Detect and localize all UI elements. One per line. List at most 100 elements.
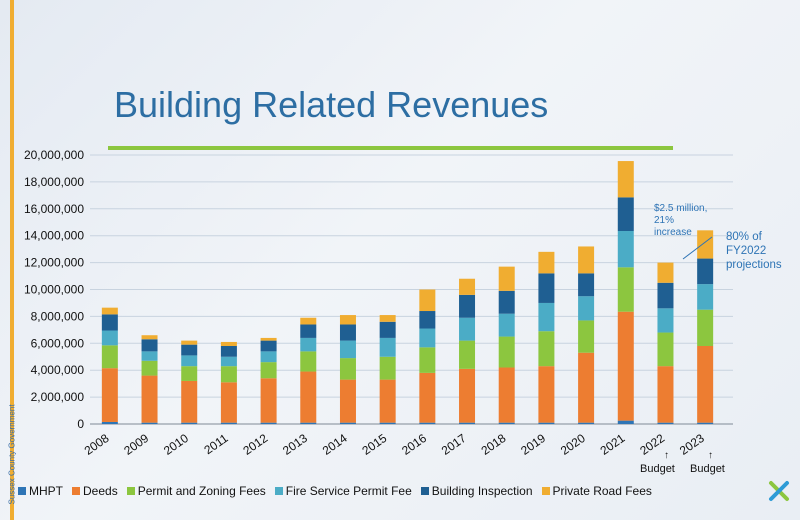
bar-segment-mhpt [617, 420, 634, 424]
bar-segment-deeds [101, 368, 118, 422]
bar-segment-building-inspection [578, 273, 595, 297]
bar-segment-building-inspection [459, 294, 476, 318]
annotation-leader-line [682, 236, 713, 260]
bar-segment-deeds [260, 378, 277, 423]
bar-segment-fire-service-permit-fee [260, 351, 277, 363]
bar-segment-permit-and-zoning-fees [220, 366, 237, 383]
budget-arrow-2022: ↑ [664, 450, 669, 461]
annotation-projection-line2: FY2022 [726, 245, 767, 257]
legend-label: MHPT [29, 484, 63, 498]
legend-item: Fire Service Permit Fee [274, 484, 412, 498]
bar-segment-private-road-fees [141, 335, 158, 340]
bar-segment-building-inspection [498, 290, 515, 314]
bar-segment-fire-service-permit-fee [697, 284, 714, 310]
legend-swatch [420, 487, 429, 495]
bar-segment-mhpt [419, 422, 436, 424]
bar-segment-fire-service-permit-fee [419, 328, 436, 348]
bar-segment-private-road-fees [617, 161, 634, 198]
bar-segment-permit-and-zoning-fees [101, 345, 118, 369]
y-tick-label: 6,000,000 [31, 336, 85, 350]
bar-segment-building-inspection [657, 282, 674, 309]
x-tick-label: 2017 [439, 431, 469, 458]
legend-swatch [126, 487, 135, 495]
bar-segment-private-road-fees [459, 278, 476, 295]
x-logo-icon [769, 481, 789, 501]
legend-label: Fire Service Permit Fee [285, 484, 412, 498]
bar-segment-fire-service-permit-fee [657, 308, 674, 333]
legend-label: Building Inspection [431, 484, 533, 498]
bar-segment-deeds [220, 382, 237, 423]
title-underline [108, 146, 673, 150]
bar-segment-deeds [300, 371, 317, 423]
y-tick-label: 16,000,000 [24, 202, 84, 216]
bar-segment-mhpt [538, 422, 555, 424]
bar-segment-fire-service-permit-fee [141, 351, 158, 361]
bar-segment-fire-service-permit-fee [498, 313, 515, 337]
legend-item: Deeds [72, 484, 118, 498]
y-tick-label: 12,000,000 [24, 256, 84, 270]
bar-segment-permit-and-zoning-fees [419, 347, 436, 373]
annotation-increase-line1: $2.5 million, [654, 203, 708, 214]
bar-segment-building-inspection [220, 345, 237, 357]
x-tick-label: 2021 [598, 431, 628, 458]
bar-segment-deeds [498, 367, 515, 423]
x-tick-label: 2020 [558, 431, 588, 458]
budget-arrow-2023: ↑ [708, 450, 713, 461]
bar-segment-mhpt [260, 422, 277, 424]
bar-segment-private-road-fees [419, 289, 436, 312]
bar-segment-deeds [339, 379, 356, 423]
legend-swatch [541, 487, 550, 495]
y-tick-label: 20,000,000 [24, 148, 84, 162]
legend-item: Building Inspection [420, 484, 533, 498]
bar-segment-permit-and-zoning-fees [141, 360, 158, 376]
bar-segment-building-inspection [379, 321, 396, 338]
bar-segment-building-inspection [141, 339, 158, 352]
budget-label-2022: Budget [640, 463, 675, 475]
annotation-increase-line2: 21% [654, 215, 675, 226]
bar-segment-permit-and-zoning-fees [459, 340, 476, 369]
x-tick-label: 2019 [518, 431, 548, 458]
bar-segment-building-inspection [181, 344, 198, 356]
legend-item: MHPT [18, 484, 63, 498]
x-tick-label: 2018 [479, 431, 509, 458]
bar-segment-permit-and-zoning-fees [260, 362, 277, 379]
bar-segment-deeds [419, 372, 436, 423]
bar-segment-deeds [578, 352, 595, 423]
bar-segment-fire-service-permit-fee [538, 302, 555, 332]
bar-segment-building-inspection [419, 311, 436, 329]
bar-segment-private-road-fees [538, 251, 555, 274]
page-title: Building Related Revenues [114, 84, 549, 125]
bar-segment-permit-and-zoning-fees [379, 356, 396, 380]
bar-segment-private-road-fees [300, 317, 317, 325]
legend-label: Permit and Zoning Fees [137, 484, 266, 498]
bar-segment-mhpt [379, 422, 396, 424]
annotation-projection: 80% of FY2022 projections [726, 230, 782, 272]
bar-segment-deeds [657, 366, 674, 423]
legend-item: Permit and Zoning Fees [126, 484, 266, 498]
bar-segment-mhpt [141, 422, 158, 424]
legend-swatch [72, 487, 80, 495]
x-tick-label: 2014 [320, 431, 350, 458]
bar-segment-building-inspection [101, 314, 118, 331]
bar-segment-mhpt [498, 422, 515, 424]
bar-segment-permit-and-zoning-fees [538, 331, 555, 367]
bar-segment-permit-and-zoning-fees [697, 309, 714, 346]
bar-segment-mhpt [220, 422, 237, 424]
x-tick-label: 2010 [161, 431, 191, 458]
bar-segment-mhpt [697, 422, 714, 424]
annotation-projection-line3: projections [726, 259, 782, 271]
y-tick-label: 0 [77, 417, 84, 431]
annotation-projection-line1: 80% of [726, 231, 762, 243]
bar-segment-fire-service-permit-fee [617, 230, 634, 268]
bar-segment-building-inspection [300, 324, 317, 338]
y-tick-label: 8,000,000 [31, 309, 85, 323]
legend-label: Deeds [83, 484, 118, 498]
bar-segment-fire-service-permit-fee [578, 296, 595, 321]
bar-segment-private-road-fees [657, 262, 674, 283]
bar-segment-fire-service-permit-fee [300, 337, 317, 352]
bar-segment-building-inspection [538, 273, 555, 303]
bar-segment-private-road-fees [578, 246, 595, 274]
x-tick-label: 2015 [359, 431, 389, 458]
bar-segment-deeds [181, 380, 198, 423]
